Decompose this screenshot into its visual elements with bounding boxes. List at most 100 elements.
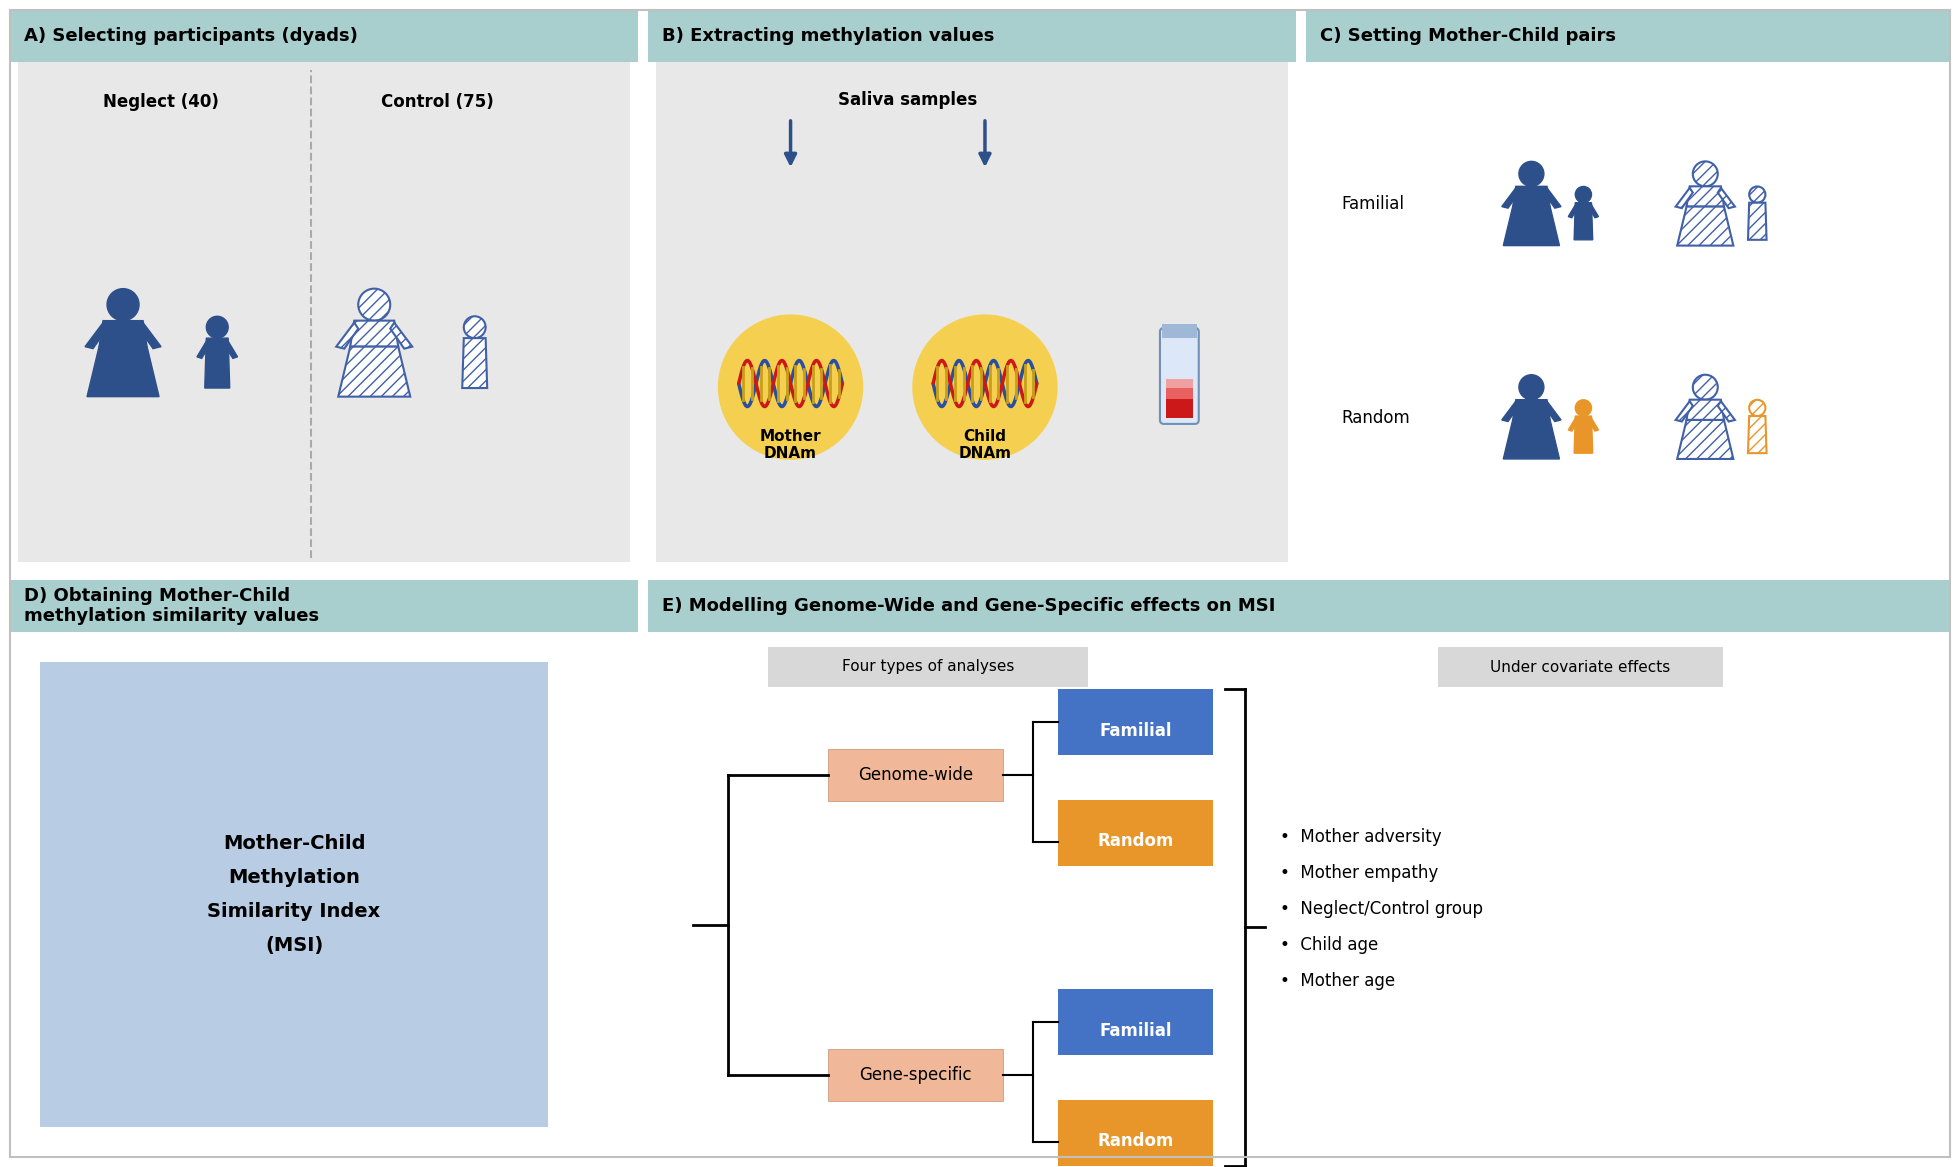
- Circle shape: [1693, 375, 1717, 399]
- Bar: [1058, 1118, 1213, 1166]
- Polygon shape: [1717, 401, 1735, 421]
- Polygon shape: [1686, 187, 1725, 207]
- Text: •  Neglect/Control group: • Neglect/Control group: [1280, 900, 1484, 918]
- Bar: [10, 11, 639, 569]
- Bar: [649, 11, 1296, 569]
- Text: C) Setting Mother-Child pairs: C) Setting Mother-Child pairs: [1319, 27, 1615, 46]
- Polygon shape: [1748, 417, 1766, 453]
- Bar: [649, 11, 1296, 62]
- Bar: [1058, 818, 1213, 866]
- Text: •  Mother age: • Mother age: [1280, 972, 1396, 990]
- Polygon shape: [1676, 401, 1693, 421]
- Polygon shape: [1568, 205, 1578, 218]
- Polygon shape: [1513, 399, 1550, 420]
- Text: Four types of analyses: Four types of analyses: [841, 659, 1013, 675]
- Bar: [1058, 689, 1213, 706]
- Text: Random: Random: [1098, 1132, 1174, 1151]
- Bar: [10, 11, 639, 62]
- Text: Random: Random: [1098, 832, 1174, 851]
- Polygon shape: [1717, 188, 1735, 208]
- Polygon shape: [1568, 418, 1578, 431]
- Circle shape: [1576, 187, 1592, 203]
- Bar: [1439, 647, 1723, 687]
- Polygon shape: [225, 341, 237, 358]
- Text: D) Obtaining Mother-Child
methylation similarity values: D) Obtaining Mother-Child methylation si…: [24, 587, 319, 626]
- Polygon shape: [337, 322, 359, 349]
- Circle shape: [206, 316, 227, 338]
- Text: Random: Random: [1341, 408, 1409, 427]
- Text: Neglect (40): Neglect (40): [102, 93, 220, 111]
- Polygon shape: [1544, 401, 1560, 421]
- Bar: [18, 62, 629, 562]
- Polygon shape: [1748, 203, 1766, 239]
- Circle shape: [1576, 400, 1592, 417]
- Polygon shape: [1590, 205, 1599, 218]
- Text: Gene-specific: Gene-specific: [858, 1065, 972, 1083]
- Bar: [827, 748, 1004, 801]
- Bar: [657, 62, 1288, 562]
- Bar: [10, 580, 639, 633]
- Polygon shape: [84, 322, 108, 349]
- Circle shape: [465, 316, 486, 338]
- Circle shape: [359, 288, 390, 321]
- Polygon shape: [100, 321, 147, 347]
- Bar: [1058, 1006, 1213, 1055]
- Bar: [768, 647, 1088, 687]
- Bar: [1162, 324, 1198, 338]
- Polygon shape: [390, 322, 412, 349]
- Polygon shape: [1503, 207, 1560, 245]
- Text: •  Mother adversity: • Mother adversity: [1280, 829, 1443, 846]
- Circle shape: [1693, 161, 1717, 187]
- Bar: [1058, 1099, 1213, 1118]
- Polygon shape: [1676, 188, 1693, 208]
- Text: A) Selecting participants (dyads): A) Selecting participants (dyads): [24, 27, 359, 46]
- Text: E) Modelling Genome-Wide and Gene-Specific effects on MSI: E) Modelling Genome-Wide and Gene-Specif…: [662, 598, 1276, 615]
- Text: Mother-Child
Methylation
Similarity Index
(MSI): Mother-Child Methylation Similarity Inde…: [208, 834, 380, 955]
- Polygon shape: [1501, 401, 1519, 421]
- Text: •  Mother empathy: • Mother empathy: [1280, 864, 1439, 882]
- Text: Mother
DNAm: Mother DNAm: [760, 429, 821, 461]
- Text: Familial: Familial: [1100, 1021, 1172, 1040]
- Bar: [1166, 379, 1194, 387]
- Bar: [1058, 799, 1213, 818]
- Polygon shape: [1501, 188, 1519, 208]
- Circle shape: [719, 315, 862, 459]
- FancyBboxPatch shape: [1160, 328, 1200, 424]
- Text: Child
DNAm: Child DNAm: [958, 429, 1011, 461]
- Polygon shape: [139, 322, 161, 349]
- Polygon shape: [1590, 418, 1599, 431]
- Bar: [1058, 706, 1213, 755]
- Polygon shape: [351, 321, 398, 347]
- Polygon shape: [204, 338, 229, 389]
- Bar: [827, 1048, 1004, 1100]
- Polygon shape: [1678, 420, 1733, 459]
- Polygon shape: [1513, 187, 1550, 207]
- Text: Familial: Familial: [1100, 721, 1172, 740]
- Text: Under covariate effects: Under covariate effects: [1490, 659, 1670, 675]
- Polygon shape: [1503, 420, 1560, 459]
- Text: Saliva samples: Saliva samples: [837, 91, 976, 109]
- Circle shape: [1519, 161, 1544, 187]
- Circle shape: [1748, 187, 1766, 203]
- Circle shape: [1748, 400, 1766, 417]
- Bar: [39, 662, 549, 1127]
- Text: B) Extracting methylation values: B) Extracting methylation values: [662, 27, 994, 46]
- Bar: [1305, 11, 1950, 569]
- Bar: [649, 580, 1950, 633]
- Polygon shape: [1544, 188, 1560, 208]
- Polygon shape: [1678, 207, 1733, 245]
- Polygon shape: [463, 338, 488, 389]
- Bar: [1166, 399, 1194, 418]
- Polygon shape: [1686, 399, 1725, 420]
- Text: Genome-wide: Genome-wide: [858, 766, 972, 783]
- Circle shape: [108, 288, 139, 321]
- Bar: [1058, 988, 1213, 1006]
- Polygon shape: [86, 347, 159, 397]
- Text: •  Child age: • Child age: [1280, 936, 1378, 953]
- Polygon shape: [196, 341, 210, 358]
- Text: Familial: Familial: [1341, 195, 1403, 214]
- Circle shape: [1519, 375, 1544, 399]
- Polygon shape: [339, 347, 410, 397]
- Bar: [1305, 11, 1950, 62]
- Circle shape: [913, 315, 1056, 459]
